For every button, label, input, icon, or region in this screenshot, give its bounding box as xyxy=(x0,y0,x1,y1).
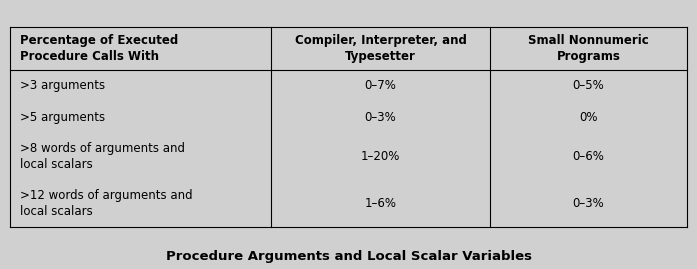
Text: 0–7%: 0–7% xyxy=(365,79,397,92)
Text: 0%: 0% xyxy=(579,111,598,123)
Text: 1–6%: 1–6% xyxy=(365,197,397,210)
Text: 0–3%: 0–3% xyxy=(573,197,604,210)
Text: >3 arguments: >3 arguments xyxy=(20,79,105,92)
Text: 0–5%: 0–5% xyxy=(573,79,604,92)
Text: 1–20%: 1–20% xyxy=(361,150,400,163)
Bar xyxy=(10,27,687,227)
Text: >12 words of arguments and
local scalars: >12 words of arguments and local scalars xyxy=(20,189,192,218)
Text: >8 words of arguments and
local scalars: >8 words of arguments and local scalars xyxy=(20,142,185,171)
Text: Procedure Arguments and Local Scalar Variables: Procedure Arguments and Local Scalar Var… xyxy=(165,250,532,263)
Text: Compiler, Interpreter, and
Typesetter: Compiler, Interpreter, and Typesetter xyxy=(295,34,466,63)
Text: Percentage of Executed
Procedure Calls With: Percentage of Executed Procedure Calls W… xyxy=(20,34,178,63)
Text: 0–6%: 0–6% xyxy=(572,150,604,163)
Text: 0–3%: 0–3% xyxy=(365,111,397,123)
Text: >5 arguments: >5 arguments xyxy=(20,111,105,123)
Text: Small Nonnumeric
Programs: Small Nonnumeric Programs xyxy=(528,34,649,63)
